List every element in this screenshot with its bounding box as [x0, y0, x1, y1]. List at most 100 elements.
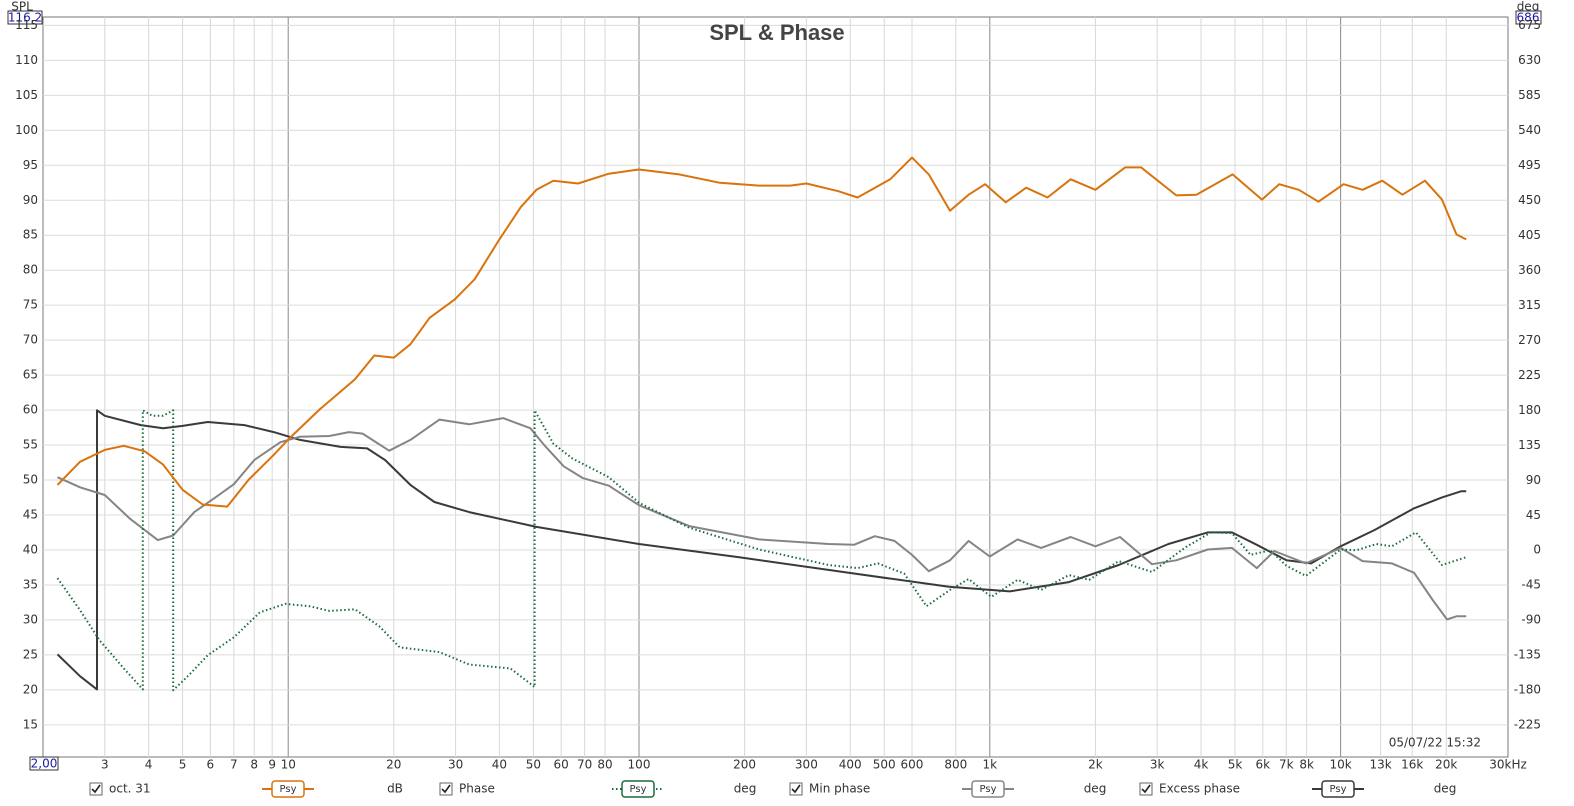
legend-unit: deg [1434, 782, 1457, 796]
y2-tick-label: 0 [1533, 543, 1541, 557]
y-tick-label: 90 [23, 193, 38, 207]
x-tick-label: 40 [492, 758, 507, 772]
legend-label: Excess phase [1159, 782, 1240, 796]
x-left-box[interactable] [29, 756, 59, 771]
x-tick-label: 5k [1228, 758, 1243, 772]
y2-tick-label: 360 [1518, 263, 1541, 277]
y2-tick-label: 315 [1518, 298, 1541, 312]
y-tick-label: 50 [23, 473, 38, 487]
x-tick-label: 30 [448, 758, 463, 772]
x-tick-label: 200 [733, 758, 756, 772]
smoothing-label[interactable]: Psy [1330, 784, 1347, 795]
x-tick-label: 3 [101, 758, 109, 772]
y-top-value[interactable]: 116,2 [8, 11, 42, 25]
x-tick-label: 13k [1369, 758, 1391, 772]
y-tick-label: 70 [23, 333, 38, 347]
y2-tick-label: 675 [1518, 18, 1541, 32]
y2-tick-label: -90 [1521, 613, 1541, 627]
x-tick-label: 6 [207, 758, 215, 772]
y-tick-label: 60 [23, 403, 38, 417]
x-tick-label: 20k [1435, 758, 1457, 772]
x-tick-label: 7k [1279, 758, 1294, 772]
y2-tick-label: -225 [1514, 718, 1541, 732]
legend-label: Min phase [809, 782, 870, 796]
legend-checkbox[interactable] [789, 782, 803, 796]
x-tick-label: 300 [795, 758, 818, 772]
y-tick-label: 75 [23, 298, 38, 312]
y2-tick-label: 135 [1518, 438, 1541, 452]
x-tick-label: 10 [281, 758, 296, 772]
y-tick-label: 30 [23, 612, 38, 626]
checkmark [441, 784, 451, 794]
x-tick-label: 1k [983, 758, 998, 772]
legend-checkbox[interactable] [439, 782, 453, 796]
y2-top-value[interactable]: 686 [1517, 11, 1540, 25]
legend-unit: deg [1084, 782, 1107, 796]
x-tick-label: 10k [1330, 758, 1352, 772]
y-tick-label: 35 [23, 577, 38, 591]
y2-tick-label: 450 [1518, 193, 1541, 207]
y2-tick-label: 630 [1518, 53, 1541, 67]
y2-tick-label: -180 [1514, 683, 1541, 697]
y-tick-label: 55 [23, 438, 38, 452]
smoothing-label[interactable]: Psy [630, 784, 647, 795]
x-left-value[interactable]: 2,00 [31, 757, 58, 771]
y-axis-unit: SPL [11, 0, 33, 14]
x-tick-label: 80 [597, 758, 612, 772]
smoothing-button[interactable] [1321, 780, 1355, 798]
y2-tick-label: -45 [1521, 578, 1541, 592]
legend-unit: deg [734, 782, 757, 796]
y-tick-label: 65 [23, 368, 38, 382]
x-tick-label: 2k [1088, 758, 1103, 772]
x-tick-label: 70 [577, 758, 592, 772]
y-tick-label: 25 [23, 647, 38, 661]
smoothing-label[interactable]: Psy [280, 784, 297, 795]
timestamp: 05/07/22 15:32 [1389, 736, 1481, 750]
x-tick-label: 400 [839, 758, 862, 772]
smoothing-button[interactable] [971, 780, 1005, 798]
y2-top-box[interactable] [1515, 10, 1542, 25]
legend-label: oct. 31 [109, 782, 151, 796]
y2-tick-label: 180 [1518, 403, 1541, 417]
y-tick-label: 40 [23, 542, 38, 556]
x-tick-label: 500 [873, 758, 896, 772]
x-tick-label: 4k [1194, 758, 1209, 772]
y-tick-label: 20 [23, 682, 38, 696]
y2-axis-unit: deg [1517, 0, 1540, 14]
y-tick-label: 100 [15, 123, 38, 137]
trace-line [56, 156, 1467, 508]
y2-tick-label: 540 [1518, 123, 1541, 137]
y2-tick-label: 585 [1518, 88, 1541, 102]
y2-tick-label: 405 [1518, 228, 1541, 242]
x-tick-label: 7 [230, 758, 238, 772]
legend-checkbox[interactable] [1139, 782, 1153, 796]
x-tick-label: 100 [628, 758, 651, 772]
y-top-box[interactable] [7, 10, 43, 25]
smoothing-label[interactable]: Psy [980, 784, 997, 795]
grid [43, 17, 1508, 757]
smoothing-button[interactable] [621, 780, 655, 798]
x-tick-label: 8 [250, 758, 258, 772]
x-tick-label: 5 [179, 758, 187, 772]
checkmark [91, 784, 101, 794]
legend-checkbox[interactable] [89, 782, 103, 796]
checkmark [1141, 784, 1151, 794]
x-tick-label: 30kHz [1489, 758, 1527, 772]
plot-area [42, 16, 1509, 758]
x-tick-label: 50 [526, 758, 541, 772]
legend: oct. 31 Psy dB Phase Psy deg Min phase Psy deg Ex… [89, 780, 1457, 798]
y2-tick-label: 90 [1526, 473, 1541, 487]
x-tick-label: 6k [1255, 758, 1270, 772]
x-tick-label: 3k [1150, 758, 1165, 772]
smoothing-button[interactable] [271, 780, 305, 798]
x-tick-label: 800 [944, 758, 967, 772]
y-tick-label: 80 [23, 263, 38, 277]
y-tick-label: 95 [23, 158, 38, 172]
y-tick-label: 105 [15, 88, 38, 102]
traces [56, 156, 1467, 692]
trace-line [57, 417, 1467, 621]
y2-tick-label: -135 [1514, 648, 1541, 662]
y-tick-label: 115 [15, 18, 38, 32]
x-tick-label: 600 [901, 758, 924, 772]
